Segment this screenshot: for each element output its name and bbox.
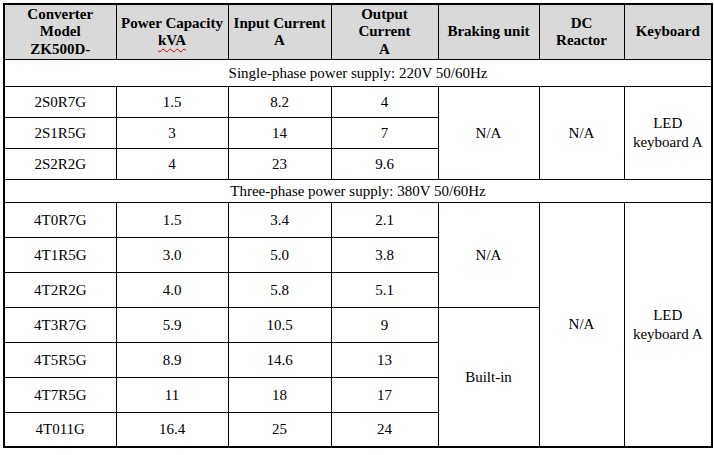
input-current-cell: 5.8 [228,272,331,307]
output-current-cell: 9.6 [331,148,438,179]
col-header-power-capacity-label: Power Capacity [121,15,223,31]
input-current-cell: 14.6 [228,342,331,377]
power-cell: 4.0 [116,272,228,307]
keyboard-cell: LED keyboard A [624,86,712,179]
braking-unit-cell: N/A [438,86,539,179]
model-cell: 4T1R5G [4,237,116,272]
col-header-output-current-label: Output Current A [358,6,410,57]
power-cell: 8.9 [116,342,228,377]
output-current-cell: 2.1 [331,202,438,237]
header-row: Converter Model ZK500D- Power CapacitykV… [4,4,712,59]
col-header-keyboard: Keyboard [624,4,712,59]
col-header-braking-unit: Braking unit [438,4,539,59]
output-current-cell: 7 [331,117,438,148]
converter-spec-table: Converter Model ZK500D- Power CapacitykV… [3,3,713,448]
single-phase-section-label: Single-phase power supply: 220V 50/60Hz [4,59,712,86]
power-cell: 1.5 [116,86,228,117]
power-cell: 11 [116,377,228,412]
model-cell: 4T3R7G [4,307,116,342]
model-cell: 4T0R7G [4,202,116,237]
section-row-single-phase: Single-phase power supply: 220V 50/60Hz [4,59,712,86]
power-cell: 3 [116,117,228,148]
input-current-cell: 25 [228,412,331,447]
col-header-dc-reactor-label: DC Reactor [556,15,607,48]
output-current-cell: 9 [331,307,438,342]
output-current-cell: 13 [331,342,438,377]
document-page: Converter Model ZK500D- Power CapacitykV… [0,0,714,451]
three-phase-section-label: Three-phase power supply: 380V 50/60Hz [4,179,712,202]
col-header-kva-label-spellcheck: kVA [158,32,186,48]
model-cell: 4T011G [4,412,116,447]
model-cell: 4T5R5G [4,342,116,377]
power-cell: 16.4 [116,412,228,447]
table-row: 4T0R7G 1.5 3.4 2.1 N/A N/A LED keyboard … [4,202,712,237]
input-current-cell: 10.5 [228,307,331,342]
col-header-input-current: Input Current A [228,4,331,59]
model-cell: 2S1R5G [4,117,116,148]
output-current-cell: 4 [331,86,438,117]
input-current-cell: 5.0 [228,237,331,272]
input-current-cell: 18 [228,377,331,412]
model-cell: 2S2R2G [4,148,116,179]
power-cell: 4 [116,148,228,179]
power-cell: 3.0 [116,237,228,272]
col-header-power-capacity: Power CapacitykVA [116,4,228,59]
braking-unit-cell: Built-in [438,307,539,447]
input-current-cell: 14 [228,117,331,148]
power-cell: 5.9 [116,307,228,342]
input-current-cell: 23 [228,148,331,179]
table-row: 2S0R7G 1.5 8.2 4 N/A N/A LED keyboard A [4,86,712,117]
dc-reactor-cell: N/A [539,86,624,179]
output-current-cell: 5.1 [331,272,438,307]
col-header-dc-reactor: DC Reactor [539,4,624,59]
col-header-output-current: Output Current A [331,4,438,59]
dc-reactor-cell: N/A [539,202,624,447]
input-current-cell: 8.2 [228,86,331,117]
col-header-keyboard-label: Keyboard [636,23,700,39]
model-cell: 2S0R7G [4,86,116,117]
output-current-cell: 17 [331,377,438,412]
model-cell: 4T7R5G [4,377,116,412]
col-header-braking-unit-label: Braking unit [447,23,529,39]
section-row-three-phase: Three-phase power supply: 380V 50/60Hz [4,179,712,202]
power-cell: 1.5 [116,202,228,237]
model-cell: 4T2R2G [4,272,116,307]
input-current-cell: 3.4 [228,202,331,237]
output-current-cell: 24 [331,412,438,447]
col-header-converter-model-label: Converter Model ZK500D- [27,6,93,57]
output-current-cell: 3.8 [331,237,438,272]
keyboard-cell: LED keyboard A [624,202,712,447]
col-header-input-current-label: Input Current A [234,15,326,48]
col-header-converter-model: Converter Model ZK500D- [4,4,116,59]
braking-unit-cell: N/A [438,202,539,307]
